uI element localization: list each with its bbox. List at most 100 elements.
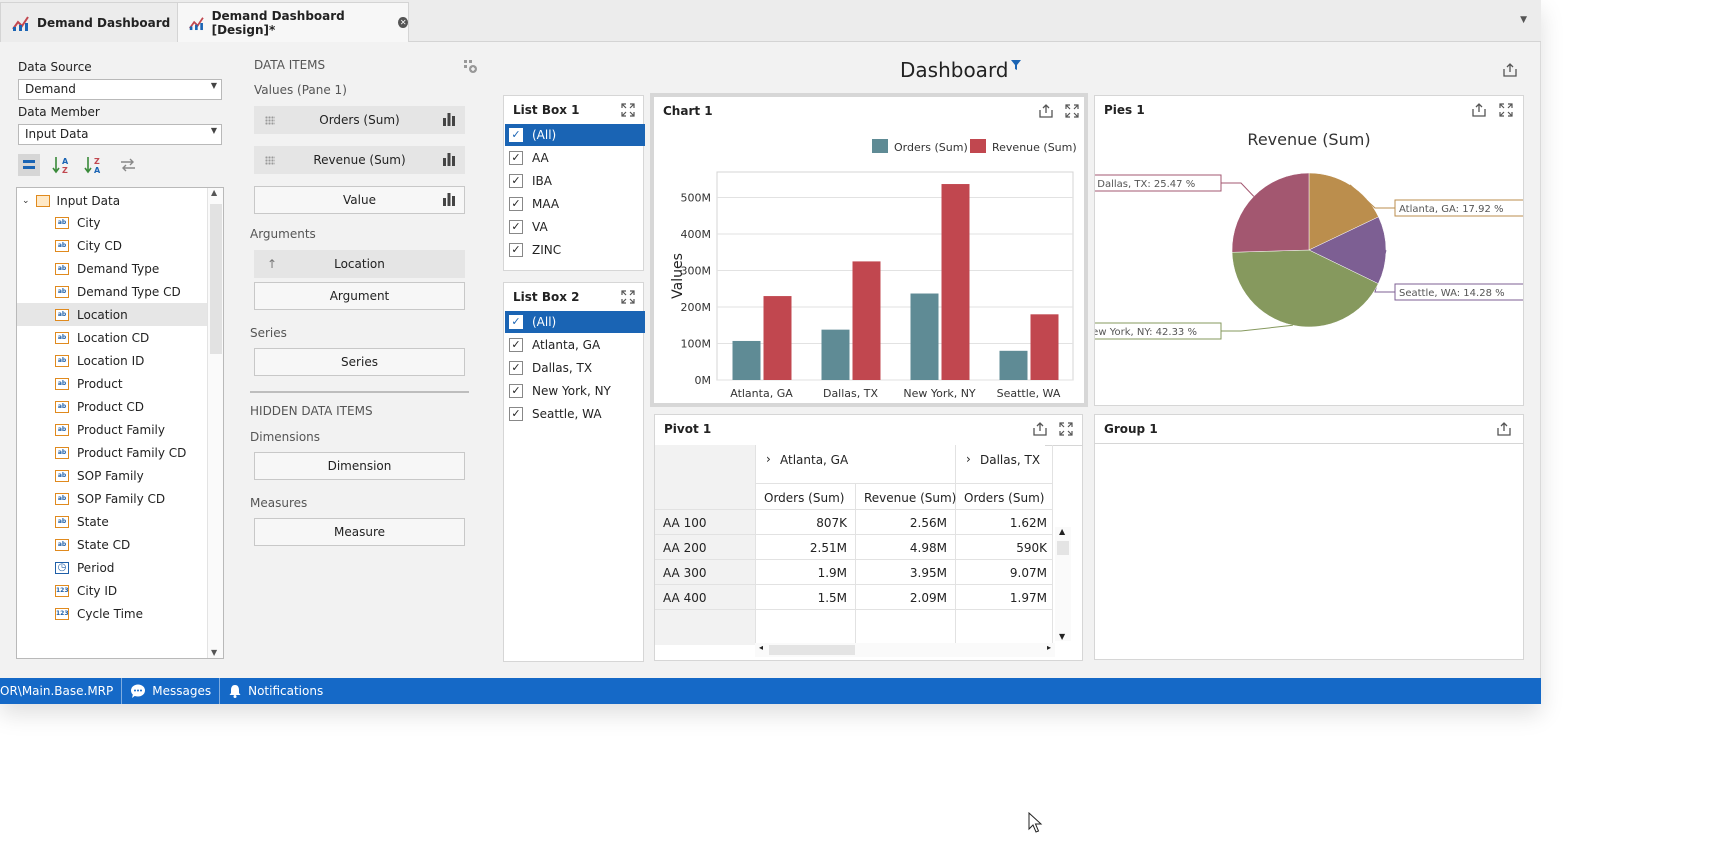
bar-orders-sum--1[interactable] — [821, 329, 850, 380]
data-member-combo[interactable]: Input Data ▼ — [18, 124, 222, 145]
bar-chart[interactable]: 0M 100M 200M 300M 400M 500M Values Atlanta, GA D… — [654, 127, 1084, 403]
bar-orders-sum--0[interactable] — [732, 340, 761, 380]
checkbox-icon[interactable]: ✓ — [509, 128, 523, 142]
field-cycle-time[interactable]: 123 Cycle Time — [17, 602, 207, 625]
bar-revenue-sum--3[interactable] — [1030, 314, 1059, 380]
add-pane-icon[interactable] — [462, 58, 478, 74]
maximize-icon[interactable] — [1498, 102, 1514, 118]
list-item[interactable]: ✓ ZINC — [505, 239, 645, 261]
checkbox-icon[interactable]: ✓ — [509, 220, 523, 234]
field-period[interactable]: ◷ Period — [17, 556, 207, 579]
value-item-revenue[interactable]: Revenue (Sum) — [254, 146, 465, 174]
pies-1[interactable]: Pies 1 Revenue (Sum) Atlanta, GA: 17.92 %… — [1094, 95, 1524, 406]
notifications-button[interactable]: Notifications — [220, 678, 331, 704]
checkbox-icon[interactable]: ✓ — [509, 197, 523, 211]
drag-grip-icon[interactable] — [265, 156, 275, 165]
checkbox-icon[interactable]: ✓ — [509, 384, 523, 398]
sort-arrow-icon[interactable]: ↑ — [267, 257, 278, 271]
checkbox-icon[interactable]: ✓ — [509, 315, 523, 329]
group-by-type-button[interactable] — [18, 154, 40, 176]
argument-placeholder[interactable]: Argument — [254, 282, 465, 310]
scrollbar-thumb[interactable] — [210, 204, 222, 354]
tab-demand-dashboard[interactable]: Demand Dashboard — [0, 2, 178, 42]
value-item-orders[interactable]: Orders (Sum) — [254, 106, 465, 134]
tree-scrollbar[interactable]: ▲ ▼ — [207, 188, 223, 658]
checkbox-icon[interactable]: ✓ — [509, 174, 523, 188]
list-item[interactable]: ✓ New York, NY — [505, 380, 645, 402]
field-product-family[interactable]: ab Product Family — [17, 418, 207, 441]
pivot-1[interactable]: Pivot 1 › Atlanta, GA › Dallas, TX Order… — [654, 414, 1083, 661]
list-item[interactable]: ✓ Dallas, TX — [505, 357, 645, 379]
list-item[interactable]: ✓ (All) — [505, 124, 645, 146]
pivot-vscroll[interactable]: ▲ ▼ — [1055, 527, 1071, 641]
tab-dropdown-icon[interactable]: ▼ — [1520, 15, 1527, 25]
argument-item-location[interactable]: ↑ Location — [254, 250, 465, 278]
pivot-hscroll[interactable]: ◂ ▸ — [755, 643, 1055, 657]
drag-grip-icon[interactable] — [265, 116, 275, 125]
bar-series-type-icon[interactable] — [442, 152, 456, 166]
dropdown-arrow-icon[interactable]: ▼ — [210, 81, 217, 90]
scroll-up-icon[interactable]: ▲ — [211, 188, 218, 197]
scroll-right-icon[interactable]: ▸ — [1046, 643, 1051, 652]
maximize-icon[interactable] — [1064, 103, 1080, 119]
bar-series-type-icon[interactable] — [442, 112, 456, 126]
filter-icon[interactable] — [1010, 60, 1021, 70]
measure-placeholder[interactable]: Measure — [254, 518, 465, 546]
field-product-family-cd[interactable]: ab Product Family CD — [17, 441, 207, 464]
scroll-up-icon[interactable]: ▲ — [1059, 527, 1066, 536]
chart-1[interactable]: Chart 1 0M 100M 200M 300M 400M 500M Values Atla… — [650, 93, 1088, 407]
field-sop-family[interactable]: ab SOP Family — [17, 464, 207, 487]
field-city[interactable]: ab City — [17, 211, 207, 234]
scroll-down-icon[interactable]: ▼ — [211, 648, 218, 657]
bar-orders-sum--3[interactable] — [999, 350, 1028, 380]
expand-chevron-icon[interactable]: › — [766, 452, 771, 466]
bar-series-type-icon[interactable] — [442, 192, 456, 206]
checkbox-icon[interactable]: ✓ — [509, 338, 523, 352]
messages-button[interactable]: Messages — [122, 678, 221, 704]
field-city-id[interactable]: 123 City ID — [17, 579, 207, 602]
field-demand-type-cd[interactable]: ab Demand Type CD — [17, 280, 207, 303]
list-item[interactable]: ✓ MAA — [505, 193, 645, 215]
list-item[interactable]: ✓ Atlanta, GA — [505, 334, 645, 356]
pie-slice-3[interactable] — [1231, 172, 1310, 253]
field-state-cd[interactable]: ab State CD — [17, 533, 207, 556]
export-icon[interactable] — [1471, 102, 1487, 118]
data-source-combo[interactable]: Demand ▼ — [18, 79, 222, 100]
field-state[interactable]: ab State — [17, 510, 207, 533]
tab-demand-dashboard-design[interactable]: Demand Dashboard [Design]* ✕ — [177, 2, 409, 42]
export-icon[interactable] — [1502, 62, 1518, 78]
list-item[interactable]: ✓ AA — [505, 147, 645, 169]
checkbox-icon[interactable]: ✓ — [509, 243, 523, 257]
series-placeholder[interactable]: Series — [254, 348, 465, 376]
field-city-cd[interactable]: ab City CD — [17, 234, 207, 257]
scrollbar-thumb[interactable] — [1057, 541, 1069, 555]
group-1[interactable]: Group 1 — [1094, 414, 1524, 660]
pie-slice-2[interactable] — [1231, 249, 1379, 328]
checkbox-icon[interactable]: ✓ — [509, 407, 523, 421]
value-placeholder[interactable]: Value — [254, 186, 465, 214]
scroll-left-icon[interactable]: ◂ — [759, 643, 764, 652]
bar-orders-sum--2[interactable] — [910, 293, 939, 380]
bar-revenue-sum--2[interactable] — [941, 184, 970, 380]
close-tab-icon[interactable]: ✕ — [398, 17, 408, 28]
expand-chevron-icon[interactable]: › — [966, 452, 971, 466]
list-item[interactable]: ✓ (All) — [505, 311, 645, 333]
checkbox-icon[interactable]: ✓ — [509, 151, 523, 165]
export-icon[interactable] — [1496, 421, 1512, 437]
list-item[interactable]: ✓ IBA — [505, 170, 645, 192]
export-icon[interactable] — [1032, 421, 1048, 437]
bar-revenue-sum--1[interactable] — [852, 261, 881, 380]
maximize-icon[interactable] — [620, 102, 636, 118]
field-sop-family-cd[interactable]: ab SOP Family CD — [17, 487, 207, 510]
maximize-icon[interactable] — [620, 289, 636, 305]
list-item[interactable]: ✓ VA — [505, 216, 645, 238]
field-location-cd[interactable]: ab Location CD — [17, 326, 207, 349]
scrollbar-thumb[interactable] — [769, 645, 855, 655]
maximize-icon[interactable] — [1058, 421, 1074, 437]
dropdown-arrow-icon[interactable]: ▼ — [210, 126, 217, 135]
scroll-down-icon[interactable]: ▼ — [1059, 632, 1066, 641]
field-location-id[interactable]: ab Location ID — [17, 349, 207, 372]
refresh-fields-button[interactable] — [117, 154, 139, 176]
tree-root-input-data[interactable]: ⌄ Input Data — [17, 188, 207, 213]
